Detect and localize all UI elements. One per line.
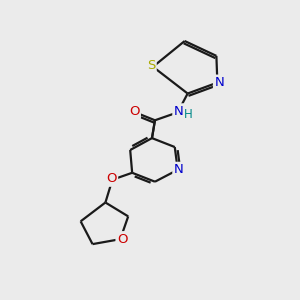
Text: N: N: [174, 163, 184, 176]
Text: N: N: [214, 76, 224, 89]
Text: O: O: [106, 172, 117, 185]
Text: S: S: [147, 59, 155, 72]
Text: O: O: [117, 233, 128, 246]
Text: H: H: [184, 108, 193, 121]
Text: O: O: [129, 105, 140, 118]
Text: N: N: [174, 105, 184, 118]
